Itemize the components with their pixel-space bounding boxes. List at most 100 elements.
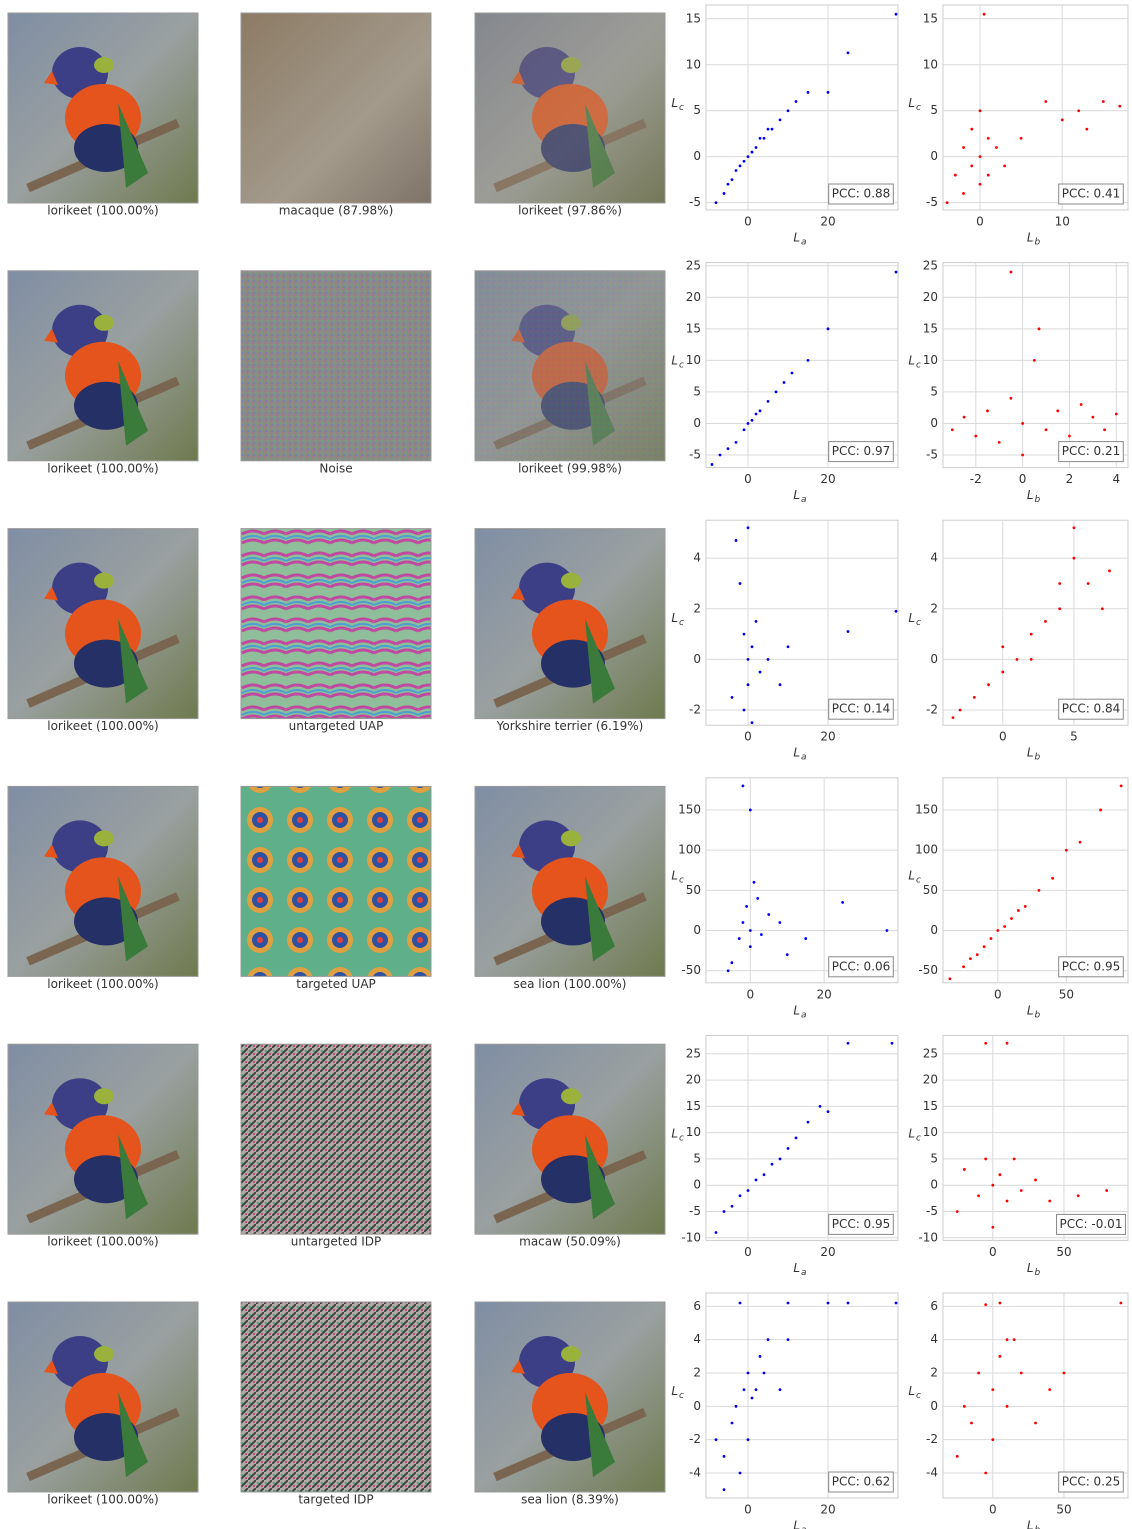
x-tick-label: 4 xyxy=(1112,472,1120,486)
point xyxy=(959,709,962,712)
y-tick-label: 2 xyxy=(930,1366,938,1380)
point xyxy=(747,422,750,425)
y-tick-label: 25 xyxy=(923,1046,938,1060)
y-tick-label: 150 xyxy=(678,802,701,816)
point xyxy=(727,183,730,186)
y-tick-label: 25 xyxy=(923,258,938,272)
point xyxy=(767,400,770,403)
y-tick-label: 15 xyxy=(923,1099,938,1113)
point xyxy=(755,413,758,416)
x-tick-label: 50 xyxy=(1056,1503,1071,1517)
y-tick-label: 10 xyxy=(923,1125,938,1139)
annotation: PCC: 0.25 xyxy=(1062,1475,1121,1489)
point xyxy=(727,969,730,972)
y-tick-label: 4 xyxy=(693,551,701,565)
y-tick-label: 6 xyxy=(693,1299,701,1313)
point xyxy=(895,610,898,613)
point xyxy=(787,1302,790,1305)
point xyxy=(999,1173,1002,1176)
point xyxy=(747,1372,750,1375)
point xyxy=(755,620,758,623)
y-tick-label: -50 xyxy=(681,963,701,977)
annotation: PCC: 0.84 xyxy=(1062,702,1121,716)
point xyxy=(1065,849,1068,852)
image xyxy=(475,529,665,719)
point xyxy=(756,897,759,900)
image xyxy=(8,1044,198,1234)
point xyxy=(1010,271,1013,274)
x-tick-label: 0 xyxy=(994,987,1002,1001)
point xyxy=(739,582,742,585)
y-label-sub: c xyxy=(916,618,921,628)
x-label-sub: a xyxy=(801,1268,807,1278)
point xyxy=(827,1110,830,1113)
annotation: PCC: 0.41 xyxy=(1062,187,1121,201)
point xyxy=(827,327,830,330)
point xyxy=(991,1438,994,1441)
y-tick-label: 0 xyxy=(693,149,701,163)
point xyxy=(1091,416,1094,419)
point xyxy=(751,419,754,422)
point xyxy=(1068,435,1071,438)
point xyxy=(747,1189,750,1192)
y-tick-label: 5 xyxy=(693,103,701,117)
point xyxy=(783,381,786,384)
point xyxy=(759,1355,762,1358)
point xyxy=(1063,1372,1066,1375)
point xyxy=(984,1158,987,1161)
plot-area xyxy=(706,778,898,983)
x-label-sub: b xyxy=(1035,1010,1041,1020)
point xyxy=(1020,137,1023,140)
point xyxy=(984,1303,987,1306)
y-label-sub: c xyxy=(679,1133,684,1143)
y-tick-label: 20 xyxy=(923,290,938,304)
point xyxy=(979,109,982,112)
x-label: L xyxy=(1027,231,1034,245)
x-label: L xyxy=(793,746,800,760)
y-label: L xyxy=(671,1384,678,1398)
x-tick-label: 0 xyxy=(744,1503,752,1517)
point xyxy=(723,1210,726,1213)
y-label: L xyxy=(671,1126,678,1140)
point xyxy=(751,645,754,648)
x-tick-label: 2 xyxy=(1066,472,1074,486)
point xyxy=(991,1184,994,1187)
annotation: PCC: -0.01 xyxy=(1060,1217,1123,1231)
point xyxy=(767,128,770,131)
x-tick-label: 20 xyxy=(817,987,832,1001)
point xyxy=(723,1455,726,1458)
x-tick-label: 0 xyxy=(744,472,752,486)
point xyxy=(1010,397,1013,400)
y-label: L xyxy=(908,611,915,625)
image-caption: lorikeet (99.98%) xyxy=(518,461,622,475)
y-tick-label: 2 xyxy=(930,601,938,615)
point xyxy=(1120,784,1123,787)
y-label-sub: c xyxy=(916,1391,921,1401)
plot-area xyxy=(943,778,1128,983)
annotation: PCC: 0.62 xyxy=(832,1475,891,1489)
point xyxy=(1073,526,1076,529)
point xyxy=(727,447,730,450)
y-tick-label: 15 xyxy=(686,11,701,25)
x-tick-label: 0 xyxy=(976,215,984,229)
plot-area xyxy=(943,1035,1128,1240)
point xyxy=(1020,1189,1023,1192)
point xyxy=(771,1163,774,1166)
y-tick-label: 100 xyxy=(678,843,701,857)
image xyxy=(241,271,431,461)
point xyxy=(1021,422,1024,425)
point xyxy=(951,428,954,431)
y-tick-label: -2 xyxy=(689,703,701,717)
point xyxy=(1030,658,1033,661)
image xyxy=(8,13,198,203)
annotation: PCC: 0.14 xyxy=(832,702,891,716)
point xyxy=(778,921,781,924)
point xyxy=(984,1042,987,1045)
y-tick-label: 25 xyxy=(686,258,701,272)
point xyxy=(1105,1189,1108,1192)
point xyxy=(751,151,754,154)
x-label-sub: b xyxy=(1035,753,1041,763)
y-tick-label: -5 xyxy=(689,447,701,461)
point xyxy=(1102,100,1105,103)
point xyxy=(1044,100,1047,103)
